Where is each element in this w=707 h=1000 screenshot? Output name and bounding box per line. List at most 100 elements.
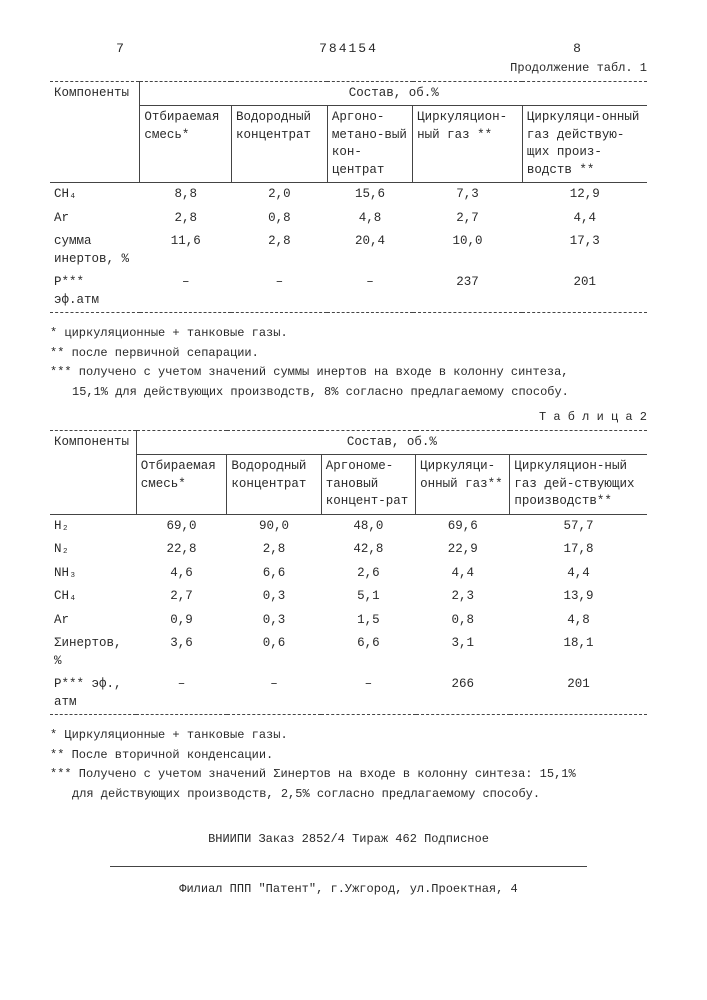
cell: – <box>327 271 412 313</box>
footnote: ** После вторичной конденсации. <box>50 747 647 764</box>
table1-col-5: Циркуляци-онный газ действую-щих произ-в… <box>522 106 647 183</box>
table-row: CH₄ 8,8 2,0 15,6 7,3 12,9 <box>50 183 647 207</box>
cell: 17,8 <box>510 538 647 562</box>
table1-col-2: Водородный концентрат <box>231 106 327 183</box>
row-label: NH₃ <box>50 562 136 586</box>
table1-header-components: Компоненты <box>50 81 140 183</box>
table-row: N₂ 22,8 2,8 42,8 22,9 17,8 <box>50 538 647 562</box>
table2-col-4: Циркуляци-онный газ** <box>416 455 510 515</box>
row-label: сумма инертов, % <box>50 230 140 271</box>
row-label: Σинертов, % <box>50 632 136 673</box>
cell: 12,9 <box>522 183 647 207</box>
cell: – <box>321 673 415 715</box>
page-number-right: 8 <box>507 40 647 58</box>
cell: 266 <box>416 673 510 715</box>
table-row: H₂ 69,0 90,0 48,0 69,6 57,7 <box>50 514 647 538</box>
page: 7 784154 8 Продолжение табл. 1 Компонент… <box>0 0 707 1000</box>
cell: 5,1 <box>321 585 415 609</box>
table-1: Компоненты Состав, об.% Отбираемая смесь… <box>50 81 647 316</box>
cell: 42,8 <box>321 538 415 562</box>
footnote: для действующих производств, 2,5% соглас… <box>50 786 647 803</box>
table-row: P*** эф.атм – – – 237 201 <box>50 271 647 313</box>
cell: 8,8 <box>140 183 232 207</box>
cell: 2,3 <box>416 585 510 609</box>
table-2: Компоненты Состав, об.% Отбираемая смесь… <box>50 430 647 718</box>
cell: 17,3 <box>522 230 647 271</box>
cell: 6,6 <box>321 632 415 673</box>
document-number: 784154 <box>190 40 507 58</box>
footnote: *** получено с учетом значений суммы ине… <box>50 364 647 381</box>
cell: 3,1 <box>416 632 510 673</box>
row-label: Ar <box>50 609 136 633</box>
table2-col-5: Циркуляцион-ный газ дей-ствующих произво… <box>510 455 647 515</box>
cell: 6,6 <box>227 562 321 586</box>
table-row: P*** эф., атм – – – 266 201 <box>50 673 647 715</box>
row-label: P*** эф., атм <box>50 673 136 715</box>
cell: 2,7 <box>413 207 523 231</box>
cell: 4,8 <box>510 609 647 633</box>
table2-caption: Т а б л и ц а 2 <box>50 409 647 426</box>
cell: 20,4 <box>327 230 412 271</box>
table-row: Ar 0,9 0,3 1,5 0,8 4,8 <box>50 609 647 633</box>
row-label: CH₄ <box>50 585 136 609</box>
table-row: CH₄ 2,7 0,3 5,1 2,3 13,9 <box>50 585 647 609</box>
footnote: * Циркуляционные + танковые газы. <box>50 727 647 744</box>
row-label: Ar <box>50 207 140 231</box>
cell: 2,6 <box>321 562 415 586</box>
row-label: CH₄ <box>50 183 140 207</box>
cell: 2,8 <box>227 538 321 562</box>
table1-col-3: Аргоно-метано-вый кон-центрат <box>327 106 412 183</box>
cell: 0,8 <box>231 207 327 231</box>
cell: 22,9 <box>416 538 510 562</box>
cell: 90,0 <box>227 514 321 538</box>
branch-line: Филиал ППП "Патент", г.Ужгород, ул.Проек… <box>50 881 647 898</box>
cell: 4,6 <box>136 562 227 586</box>
table1-header-composition: Состав, об.% <box>140 81 647 106</box>
cell: 4,4 <box>416 562 510 586</box>
imprint: ВНИИПИ Заказ 2852/4 Тираж 462 Подписное … <box>50 831 647 897</box>
table1-footnotes: * циркуляционные + танковые газы. ** пос… <box>50 325 647 401</box>
cell: 11,6 <box>140 230 232 271</box>
cell: 10,0 <box>413 230 523 271</box>
cell: 0,6 <box>227 632 321 673</box>
table-row: Ar 2,8 0,8 4,8 2,7 4,4 <box>50 207 647 231</box>
table-row: Σинертов, % 3,6 0,6 6,6 3,1 18,1 <box>50 632 647 673</box>
cell: 48,0 <box>321 514 415 538</box>
cell: 0,3 <box>227 585 321 609</box>
table-row: NH₃ 4,6 6,6 2,6 4,4 4,4 <box>50 562 647 586</box>
footnote: 15,1% для действующих производств, 8% со… <box>50 384 647 401</box>
cell: 1,5 <box>321 609 415 633</box>
cell: 237 <box>413 271 523 313</box>
cell: 2,8 <box>231 230 327 271</box>
cell: 15,6 <box>327 183 412 207</box>
cell: 7,3 <box>413 183 523 207</box>
cell: – <box>136 673 227 715</box>
cell: 2,0 <box>231 183 327 207</box>
cell: 3,6 <box>136 632 227 673</box>
cell: 4,4 <box>522 207 647 231</box>
cell: 201 <box>510 673 647 715</box>
table2-header-components: Компоненты <box>50 430 136 514</box>
cell: 13,9 <box>510 585 647 609</box>
table1-caption: Продолжение табл. 1 <box>50 60 647 77</box>
cell: 4,4 <box>510 562 647 586</box>
cell: 69,6 <box>416 514 510 538</box>
cell: 57,7 <box>510 514 647 538</box>
cell: 0,9 <box>136 609 227 633</box>
cell: 0,3 <box>227 609 321 633</box>
table2-header-composition: Состав, об.% <box>136 430 647 455</box>
page-header: 7 784154 8 <box>50 40 647 58</box>
publisher-line: ВНИИПИ Заказ 2852/4 Тираж 462 Подписное <box>50 831 647 848</box>
cell: 4,8 <box>327 207 412 231</box>
row-label: N₂ <box>50 538 136 562</box>
table2-col-3: Аргономе-тановый концент-рат <box>321 455 415 515</box>
table2-footnotes: * Циркуляционные + танковые газы. ** Пос… <box>50 727 647 803</box>
footnote: *** Получено с учетом значений Σинертов … <box>50 766 647 783</box>
cell: 2,8 <box>140 207 232 231</box>
table2-col-1: Отбираемая смесь* <box>136 455 227 515</box>
table2-col-2: Водородный концентрат <box>227 455 321 515</box>
row-label: P*** эф.атм <box>50 271 140 313</box>
footnote: * циркуляционные + танковые газы. <box>50 325 647 342</box>
cell: 18,1 <box>510 632 647 673</box>
table1-col-1: Отбираемая смесь* <box>140 106 232 183</box>
